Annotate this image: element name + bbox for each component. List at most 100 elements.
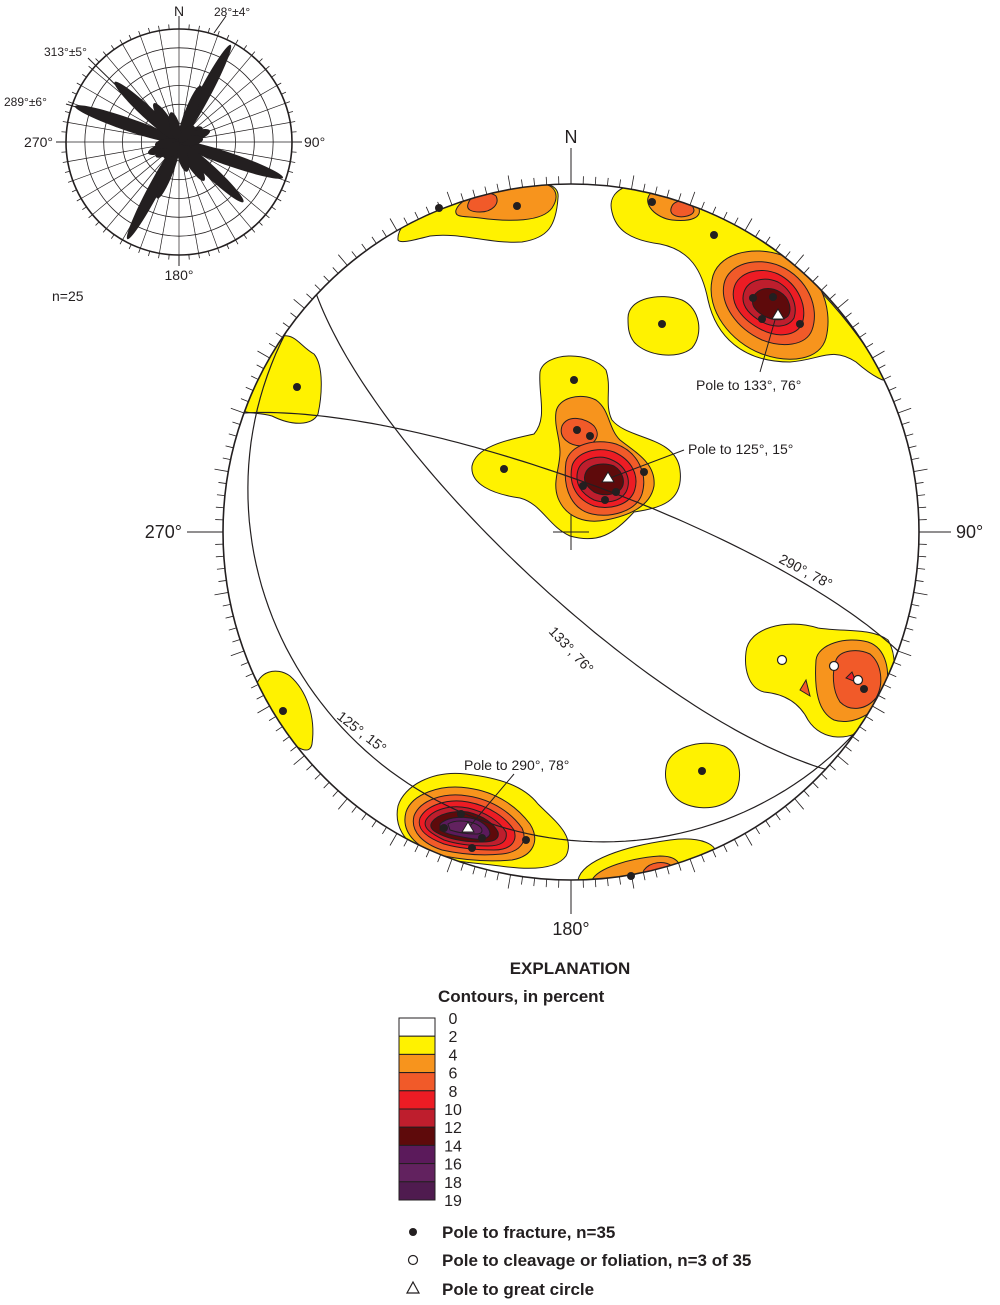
azimuth-tick (314, 773, 321, 780)
azimuth-tick (654, 186, 658, 195)
azimuth-tick (282, 736, 290, 742)
contour-level-label: 19 (444, 1193, 462, 1210)
azimuth-tick (859, 726, 867, 732)
rose-petal (163, 141, 180, 159)
azimuth-tick (852, 736, 860, 742)
azimuth-tick (240, 661, 249, 666)
rose-tick (207, 27, 210, 33)
azimuth-tick (371, 236, 377, 244)
rose-tick (82, 73, 87, 78)
azimuth-tick (216, 567, 225, 570)
fracture-pole (698, 767, 706, 775)
azimuth-tick (460, 193, 464, 202)
azimuth-tick (437, 854, 442, 863)
contour-level-label: 18 (444, 1175, 462, 1192)
azimuth-tick (911, 603, 920, 607)
fracture-pole (710, 231, 718, 239)
azimuth-tick (852, 322, 860, 328)
rose-n-label: n=25 (52, 288, 84, 304)
rose-west-label: 270° (24, 134, 53, 150)
azimuth-tick (915, 580, 924, 582)
rose-tick (88, 214, 93, 219)
azimuth-tick (275, 726, 283, 732)
azimuth-tick (533, 878, 536, 887)
rose-tick (290, 121, 296, 123)
azimuth-tick (230, 407, 245, 414)
azimuth-tick (755, 229, 760, 238)
azimuth-tick (700, 854, 705, 863)
azimuth-tick (232, 421, 241, 425)
azimuth-tick (594, 879, 597, 888)
great-circle-poles (461, 308, 785, 833)
azimuth-tick (228, 627, 237, 631)
rose-tick (102, 228, 107, 233)
fracture-pole (586, 432, 594, 440)
azimuth-tick (689, 191, 696, 206)
legend-great-circle-symbol (405, 1280, 421, 1294)
rose-tick (276, 82, 282, 86)
azimuth-tick (250, 375, 259, 380)
contour-colorbar (398, 1017, 436, 1201)
colorbar-band (398, 1126, 436, 1146)
fracture-pole (579, 482, 587, 490)
pole-leader-133 (759, 319, 776, 373)
rose-petal (74, 105, 180, 144)
rose-tick (67, 101, 73, 104)
density-contours (241, 184, 895, 880)
cleavage-poles (776, 654, 864, 686)
azimuth-tick (913, 468, 928, 472)
azimuth-tick (403, 217, 408, 225)
contour-se-spot-2 (665, 742, 741, 809)
rose-south-label: 180° (165, 267, 194, 283)
rose-tick (207, 251, 210, 257)
azimuth-tick (245, 386, 254, 391)
fracture-pole (769, 293, 777, 301)
fracture-pole (796, 320, 804, 328)
azimuth-tick (290, 745, 298, 752)
rose-tick (95, 58, 100, 63)
azimuth-tick (872, 705, 885, 714)
azimuth-tick (484, 186, 488, 195)
rose-tick (288, 111, 294, 114)
azimuth-tick (734, 839, 739, 847)
rose-tick (119, 39, 123, 45)
azimuth-tick (829, 293, 836, 300)
azimuth-tick (734, 217, 739, 225)
azimuth-tick (794, 254, 804, 266)
azimuth-tick (784, 251, 791, 259)
azimuth-tick (878, 364, 886, 369)
rose-tick (226, 244, 230, 250)
rose-tick (95, 221, 100, 226)
pole-label-133: Pole to 133°, 76° (696, 377, 801, 393)
great-circle-label-125: 125°, 15° (334, 708, 389, 756)
colorbar-band (398, 1017, 436, 1037)
azimuth-tick (250, 684, 259, 689)
contour-west-2 (241, 335, 322, 424)
fracture-pole (279, 707, 287, 715)
azimuth-tick (225, 615, 234, 619)
azimuth-tick (911, 457, 920, 461)
rose-tick (281, 91, 287, 95)
azimuth-tick (803, 790, 810, 797)
fracture-pole (749, 294, 757, 302)
azimuth-tick (472, 866, 476, 875)
azimuth-tick (666, 189, 670, 198)
azimuth-tick (893, 398, 902, 403)
rose-petals (74, 44, 284, 240)
azimuth-tick (723, 211, 728, 220)
azimuth-tick (222, 603, 231, 607)
great-circle-133 (315, 294, 826, 770)
azimuth-tick (897, 650, 912, 657)
pole-leader-290 (469, 773, 515, 827)
azimuth-tick (460, 862, 464, 871)
azimuth-tick (901, 421, 910, 425)
azimuth-tick (332, 790, 339, 797)
great-circle-290 (243, 411, 899, 652)
azimuth-tick (389, 218, 398, 231)
net-north-label: N (565, 127, 578, 147)
azimuth-tick (803, 267, 810, 274)
contour-level-label: 8 (449, 1084, 458, 1101)
azimuth-tick (755, 826, 760, 835)
rose-tick (67, 180, 73, 183)
